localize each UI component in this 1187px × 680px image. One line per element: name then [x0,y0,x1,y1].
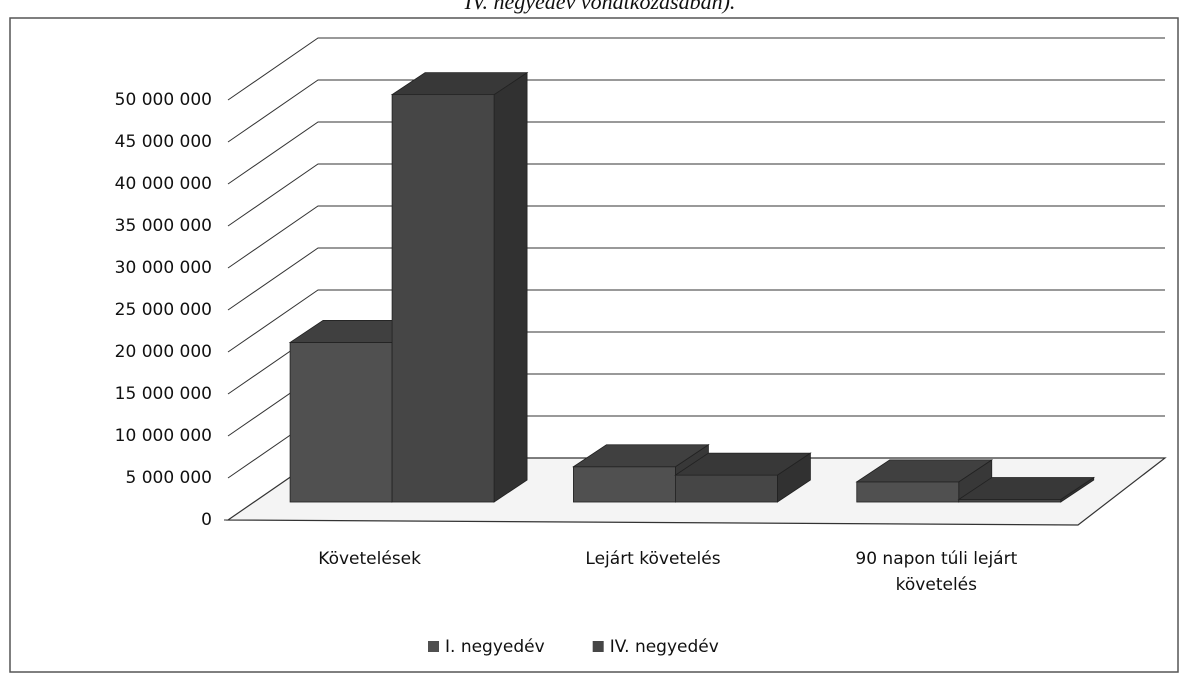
bar [289,342,393,503]
grid-line [227,205,1165,269]
bar-top [390,72,529,96]
bar-top [674,452,812,476]
bar [573,466,676,503]
grid-line [227,289,1165,353]
chart-title: IV. negyedév vonatkozásában). [464,0,736,14]
x-tick-label: 90 napon túli lejárt követelés [855,549,1018,595]
y-tick-label: 25 000 000 [115,300,212,320]
y-tick-label: 15 000 000 [115,384,212,404]
y-tick-label: 20 000 000 [115,342,212,362]
bar-side [493,71,528,503]
bar [856,481,960,503]
legend-swatch [592,641,604,652]
grid-line [227,247,1165,311]
y-tick-label: 5 000 000 [125,468,212,488]
chart-border [9,17,1179,673]
bar [675,474,778,503]
legend-label: IV. negyedév [610,637,719,657]
y-tick-label: 50 000 000 [115,90,212,110]
x-tick-label: Követelések [318,549,421,569]
y-tick-label: 30 000 000 [115,258,212,278]
x-tick-label-box: Lejárt követelés [585,549,721,569]
bar [391,94,495,503]
bar-top [572,444,710,468]
legend-label: I. negyedév [445,637,545,657]
y-tick-label: 35 000 000 [115,216,212,236]
y-tick-label: 0 [201,510,212,530]
y-tick-label: 45 000 000 [115,132,212,152]
grid-line [227,163,1165,227]
y-tick-label: 10 000 000 [115,426,212,446]
grid-line [227,37,1165,101]
grid-line [227,121,1165,185]
legend-swatch [428,641,439,652]
x-tick-label-box: 90 napon túli lejárt követelés [855,549,1018,595]
x-tick-label: Lejárt követelés [585,549,721,569]
bar-top [957,477,1096,500]
grid-line [227,79,1165,143]
y-tick-label: 40 000 000 [115,174,212,194]
bar-top [855,459,994,483]
x-tick-label-box: Követelések [318,549,421,569]
